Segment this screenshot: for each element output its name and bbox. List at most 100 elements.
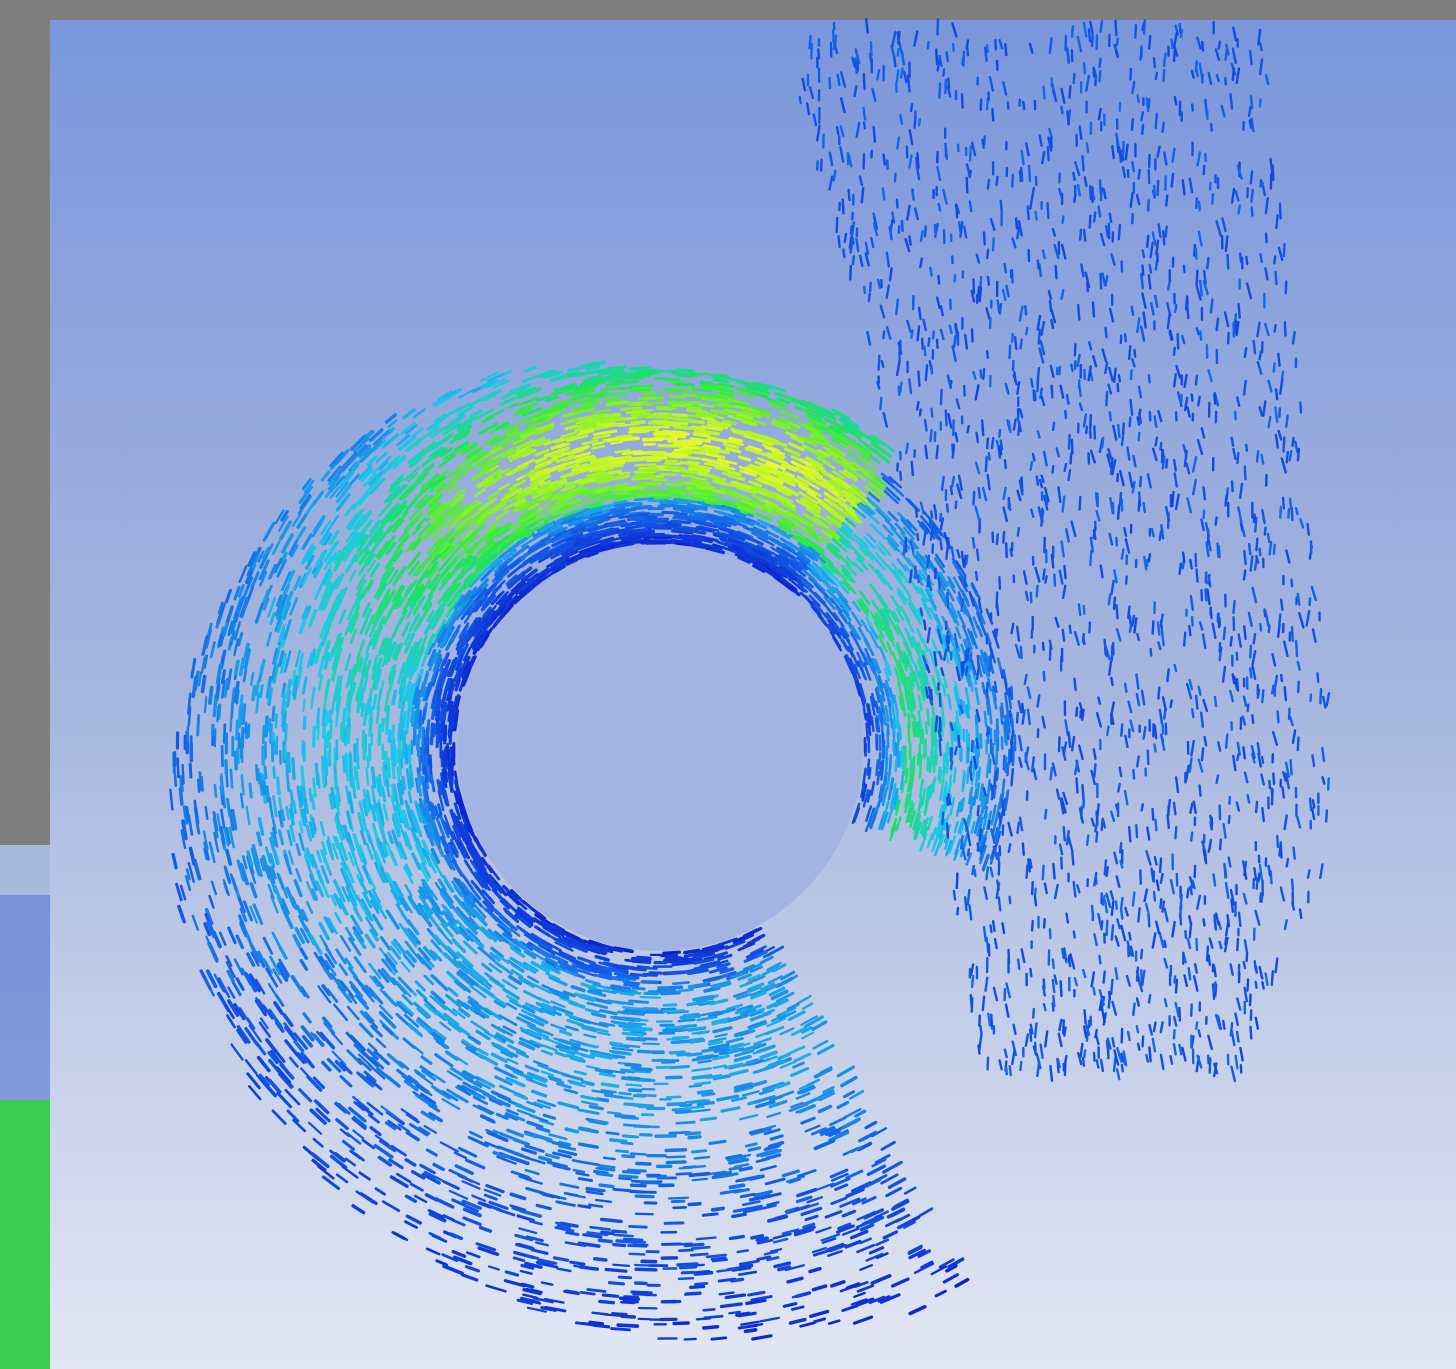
velocity-vector [624, 1239, 642, 1240]
velocity-vector [366, 799, 368, 811]
velocity-vector [626, 1085, 641, 1086]
velocity-vector [620, 1176, 637, 1177]
velocity-vector [632, 1068, 650, 1069]
velocity-vector [221, 778, 222, 795]
velocity-vector [636, 1214, 653, 1215]
velocity-vector [608, 1112, 620, 1114]
velocity-vector [633, 422, 645, 423]
velocity-vector [694, 518, 705, 520]
velocity-vector [231, 720, 232, 731]
velocity-vector [677, 544, 689, 545]
velocity-vector [623, 1033, 642, 1035]
velocity-vector [324, 727, 325, 737]
velocity-vector [404, 732, 405, 751]
velocity-vector [686, 1133, 700, 1134]
velocity-vector [274, 767, 275, 778]
velocity-vector [666, 1150, 685, 1151]
velocity-vector [664, 952, 680, 953]
velocity-vector [673, 1041, 691, 1042]
velocity-vector [629, 1078, 639, 1079]
velocity-vector [362, 704, 363, 716]
velocity-vector [305, 798, 307, 812]
velocity-vector [445, 726, 446, 740]
velocity-vector [233, 816, 235, 829]
velocity-vector [630, 1226, 647, 1227]
velocity-vector [614, 1189, 630, 1190]
velocity-vector [667, 468, 684, 469]
velocity-vector [693, 1076, 710, 1078]
velocity-vector [695, 1157, 709, 1159]
velocity-vector [679, 1278, 693, 1279]
velocity-vector [627, 411, 643, 412]
velocity-vector [619, 1277, 631, 1278]
velocity-vector [704, 374, 717, 376]
velocity-vector [639, 370, 658, 371]
velocity-vector [713, 1208, 724, 1209]
velocity-vector [616, 484, 627, 486]
velocity-vector [370, 718, 371, 736]
velocity-vector [686, 1293, 700, 1294]
velocity-vector [622, 1143, 632, 1144]
velocity-vector [284, 701, 285, 712]
velocity-vector [716, 1047, 727, 1049]
velocity-vector [435, 701, 437, 714]
velocity-vector [181, 777, 182, 791]
velocity-vector [661, 474, 675, 475]
velocity-vector [669, 972, 686, 973]
velocity-vector [679, 990, 692, 992]
velocity-vector [239, 707, 240, 727]
velocity-vector [757, 1238, 767, 1240]
velocity-vector [673, 405, 684, 406]
velocity-vector [695, 1166, 705, 1167]
page: (() => { JSON.parse(document.getElementB… [0, 0, 1456, 1369]
velocity-vector [265, 767, 266, 778]
velocity-vector [415, 716, 416, 729]
velocity-vector [273, 707, 274, 720]
velocity-vector [625, 985, 638, 987]
velocity-vector [672, 1201, 684, 1202]
velocity-vector [637, 1164, 650, 1165]
velocity-vector [636, 1269, 656, 1270]
velocity-vector [566, 1129, 577, 1132]
velocity-vector [665, 1223, 683, 1224]
velocity-vector [567, 1233, 578, 1235]
velocity-vector [602, 1219, 622, 1221]
velocity-vector [664, 1005, 676, 1006]
velocity-vector [404, 712, 406, 727]
velocity-vector [675, 509, 693, 511]
velocity-vector [631, 1191, 642, 1192]
velocity-vector [696, 430, 710, 432]
velocity-vector [344, 730, 345, 741]
velocity-vector [624, 1012, 643, 1014]
velocity-vector [690, 984, 706, 987]
velocity-vector [699, 1091, 712, 1093]
velocity-vector [437, 712, 439, 723]
velocity-vector [692, 1247, 709, 1248]
velocity-vector [253, 687, 255, 700]
velocity-vector [190, 764, 191, 777]
velocity-vector [695, 1083, 710, 1085]
velocity-vector [623, 1156, 634, 1157]
velocity-vector [675, 419, 691, 420]
velocity-vector [289, 753, 290, 771]
velocity-vector [704, 1309, 715, 1310]
velocity-vector [606, 1270, 626, 1272]
velocity-vector [672, 436, 685, 437]
velocity-vector [677, 1174, 691, 1175]
velocity-vector [621, 993, 633, 995]
velocity-vector [587, 1189, 602, 1191]
velocity-vector [667, 1027, 683, 1028]
velocity-vector [420, 712, 422, 725]
velocity-vector [452, 752, 453, 765]
velocity-vector [670, 958, 682, 959]
velocity-vector [346, 754, 347, 772]
velocity-vector [679, 1020, 695, 1022]
velocity-vector [609, 367, 626, 369]
velocity-vector [393, 726, 394, 739]
velocity-vector [632, 388, 650, 389]
velocity-vector [701, 382, 711, 383]
velocity-vector [178, 759, 179, 777]
velocity-vector [682, 1272, 692, 1273]
velocity-vector [243, 705, 245, 723]
velocity-vector [715, 1173, 730, 1175]
